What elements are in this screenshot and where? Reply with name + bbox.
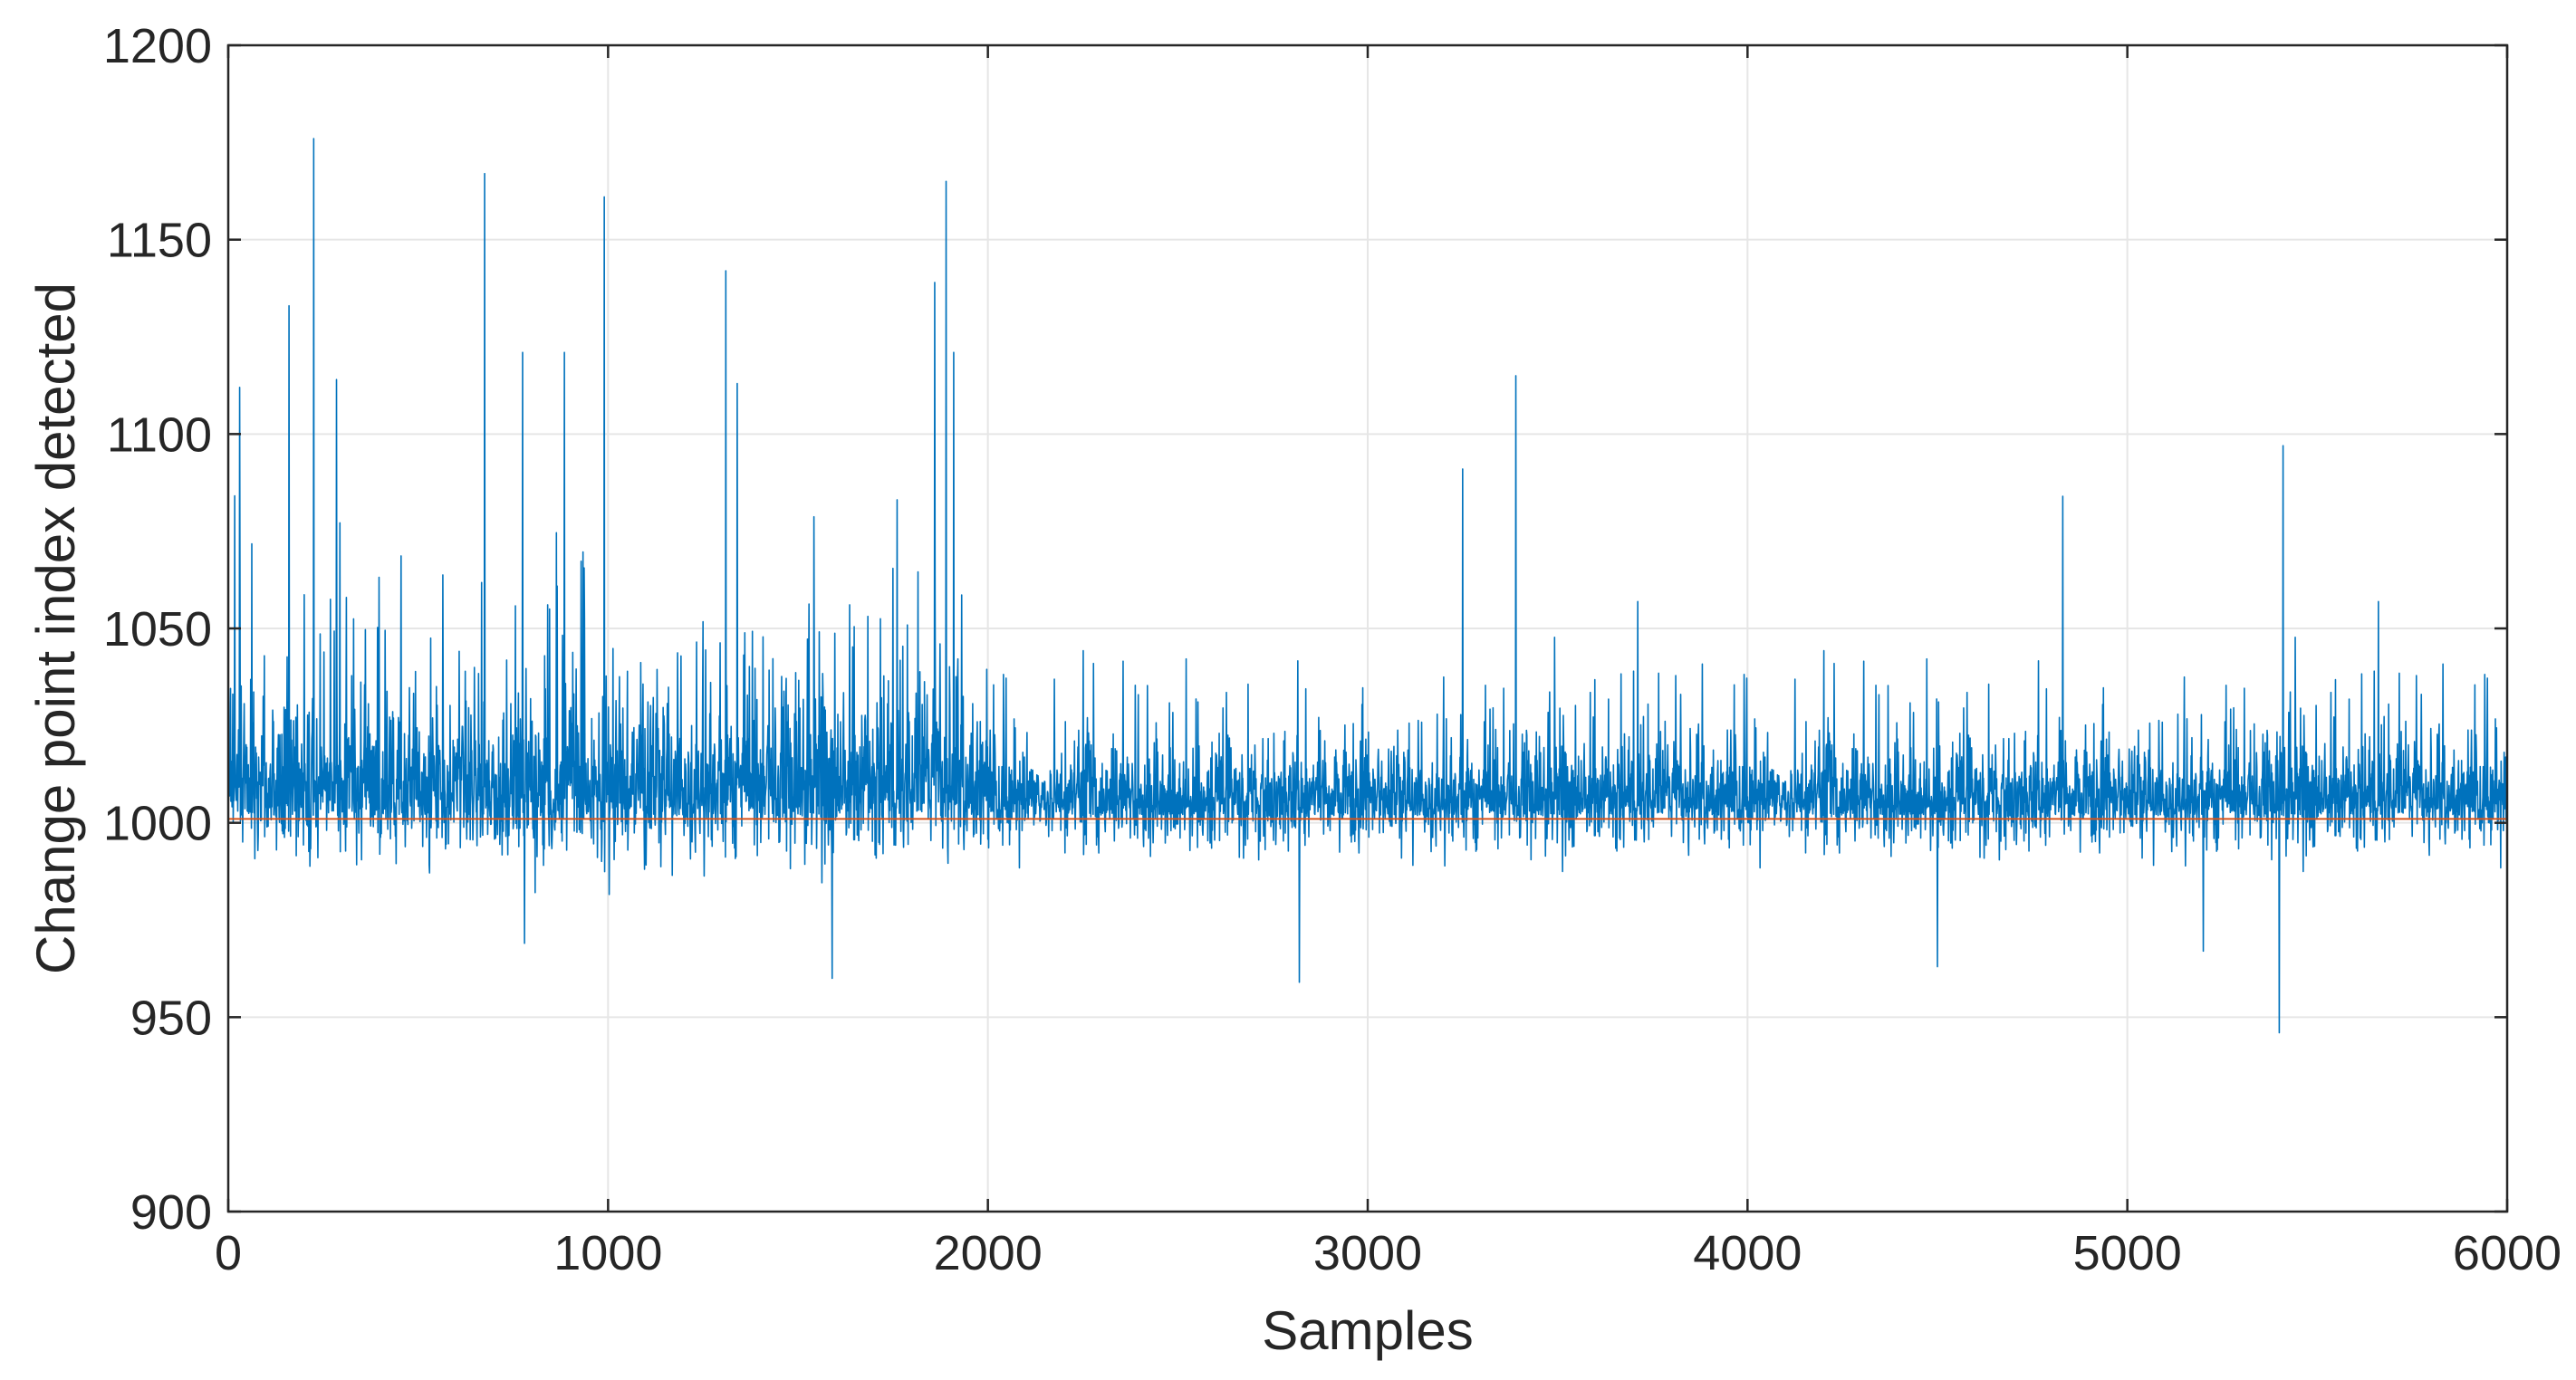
axes xyxy=(226,43,2509,1213)
y-tick-label: 1000 xyxy=(103,797,212,851)
x-tick-label: 3000 xyxy=(1313,1226,1422,1280)
y-tick-label: 950 xyxy=(130,991,212,1045)
x-tick-label: 5000 xyxy=(2073,1226,2182,1280)
x-axis-label: Samples xyxy=(1262,1300,1473,1361)
y-tick-label: 900 xyxy=(130,1185,212,1240)
x-tick-label: 0 xyxy=(215,1226,242,1280)
x-tick-label: 1000 xyxy=(553,1226,662,1280)
x-tick-label: 4000 xyxy=(1693,1226,1802,1280)
grid xyxy=(228,45,2507,1212)
x-tick-label: 6000 xyxy=(2453,1226,2562,1280)
y-axis-label: Change point index detected xyxy=(25,283,86,974)
y-tick-label: 1100 xyxy=(107,407,212,462)
plot-area xyxy=(227,138,2508,1034)
y-tick-label: 1200 xyxy=(103,19,212,73)
tick-labels: 0 1000 2000 3000 4000 5000 6000 900 950 1000 1050 1… xyxy=(103,19,2562,1280)
y-tick-label: 1050 xyxy=(103,602,212,656)
detected-index-series-line xyxy=(227,138,2508,1034)
x-tick-label: 2000 xyxy=(934,1226,1043,1280)
y-tick-label: 1150 xyxy=(107,214,212,268)
